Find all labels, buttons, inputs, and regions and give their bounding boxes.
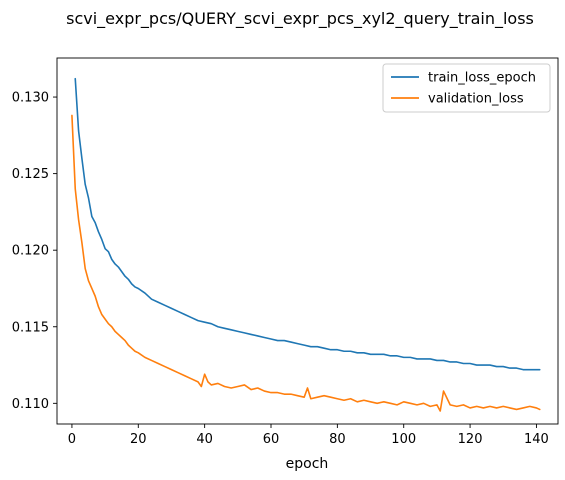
axes-frame [56, 57, 559, 425]
x-tick-label: 60 [263, 432, 280, 447]
x-axis-ticks: 0 20 40 60 80 100 120 140 [68, 424, 549, 447]
x-tick-label: 0 [68, 432, 76, 447]
x-axis-label: epoch [286, 456, 329, 472]
x-tick-label: 140 [524, 432, 549, 447]
series-line-train-loss-epoch [74, 77, 541, 371]
y-tick-label: 0.125 [12, 167, 49, 182]
y-axis-ticks: 0.110 0.115 0.120 0.125 0.130 [12, 91, 57, 412]
legend-box [382, 63, 551, 113]
y-tick-label: 0.115 [12, 320, 49, 335]
chart-title: scvi_expr_pcs/QUERY_scvi_expr_pcs_xyl2_q… [66, 9, 534, 29]
legend-label-train-loss-epoch: train_loss_epoch [428, 71, 536, 86]
x-tick-label: 40 [196, 432, 213, 447]
y-tick-label: 0.130 [12, 91, 49, 106]
y-tick-label: 0.110 [12, 397, 49, 412]
series-line-validation-loss [71, 114, 541, 412]
legend: train_loss_epoch validation_loss [382, 63, 551, 113]
x-tick-label: 80 [329, 432, 346, 447]
legend-label-validation-loss: validation_loss [428, 92, 524, 107]
series-layer [71, 77, 541, 412]
x-tick-label: 100 [391, 432, 416, 447]
plot-area [56, 57, 559, 425]
x-tick-label: 120 [458, 432, 483, 447]
x-tick-label: 20 [130, 432, 147, 447]
y-tick-label: 0.120 [12, 244, 49, 259]
